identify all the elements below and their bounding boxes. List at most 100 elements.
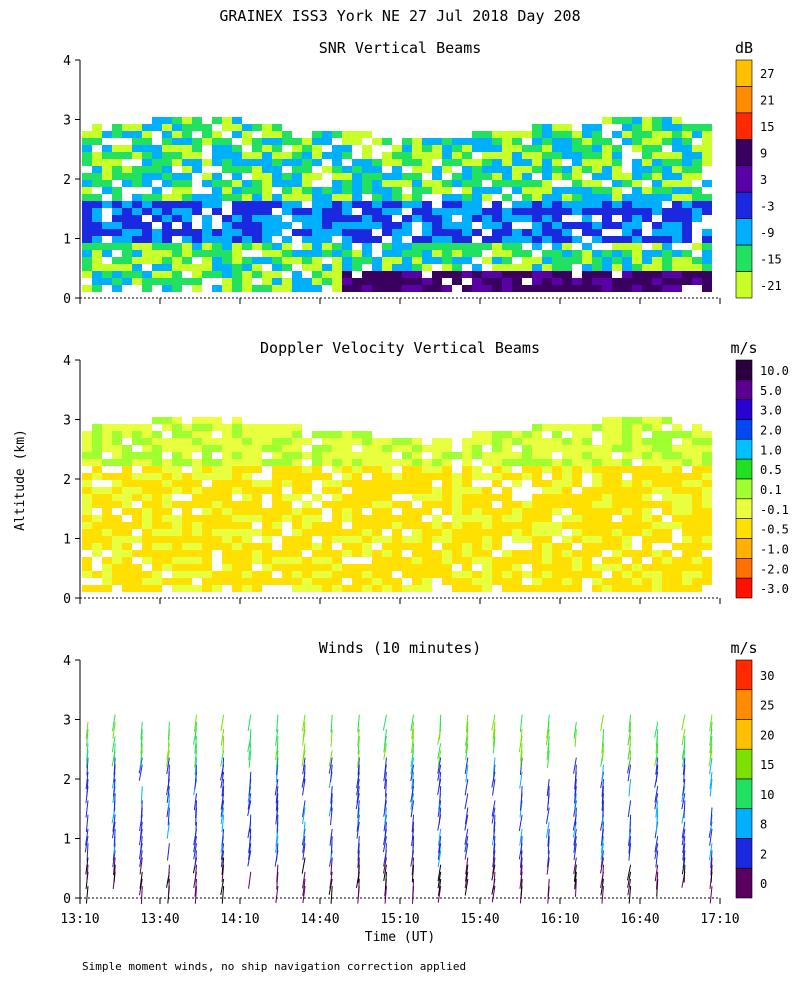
wind-barb bbox=[709, 743, 713, 761]
heatmap-cell bbox=[552, 501, 562, 508]
heatmap-cell bbox=[142, 222, 152, 229]
heatmap-cell bbox=[352, 264, 362, 271]
heatmap-cell bbox=[242, 243, 252, 250]
heatmap-cell bbox=[682, 473, 692, 480]
heatmap-cell bbox=[302, 515, 312, 522]
heatmap-cell bbox=[562, 257, 572, 264]
heatmap-cell bbox=[182, 459, 192, 466]
heatmap-cell bbox=[542, 459, 552, 466]
heatmap-cell bbox=[482, 536, 492, 543]
heatmap-cell bbox=[612, 222, 622, 229]
heatmap-cell bbox=[312, 508, 322, 515]
heatmap-cell bbox=[642, 515, 652, 522]
heatmap-cell bbox=[302, 173, 312, 180]
heatmap-cell bbox=[512, 459, 522, 466]
heatmap-cell bbox=[82, 145, 92, 152]
heatmap-cell bbox=[672, 194, 682, 201]
heatmap-cell bbox=[332, 459, 342, 466]
heatmap-cell bbox=[122, 508, 132, 515]
heatmap-cell bbox=[122, 243, 132, 250]
wind-barb bbox=[600, 714, 604, 731]
heatmap-cell bbox=[92, 571, 102, 578]
heatmap-cell bbox=[452, 257, 462, 264]
heatmap-cell bbox=[562, 264, 572, 271]
colorbar-swatch bbox=[735, 59, 753, 87]
heatmap-cell bbox=[602, 487, 612, 494]
colorbar-label: 2 bbox=[760, 847, 767, 861]
heatmap-cell bbox=[322, 564, 332, 571]
heatmap-cell bbox=[82, 438, 92, 445]
x-tick-label: 14:10 bbox=[220, 912, 259, 927]
heatmap-cell bbox=[322, 187, 332, 194]
heatmap-cell bbox=[632, 229, 642, 236]
heatmap-cell bbox=[652, 564, 662, 571]
heatmap-cell bbox=[312, 522, 322, 529]
heatmap-cell bbox=[572, 145, 582, 152]
heatmap-cell bbox=[632, 201, 642, 208]
heatmap-cell bbox=[512, 145, 522, 152]
wind-barb bbox=[357, 857, 360, 876]
heatmap-cell bbox=[472, 264, 482, 271]
heatmap-cell bbox=[352, 571, 362, 578]
heatmap-cell bbox=[622, 480, 632, 487]
wind-barb bbox=[573, 721, 577, 739]
heatmap-cell bbox=[702, 236, 712, 243]
heatmap-cell bbox=[682, 152, 692, 159]
heatmap-cell bbox=[532, 152, 542, 159]
heatmap-cell bbox=[512, 501, 522, 508]
heatmap-cell bbox=[652, 229, 662, 236]
wind-barb bbox=[275, 728, 279, 746]
heatmap-cell bbox=[512, 564, 522, 571]
heatmap-cell bbox=[322, 459, 332, 466]
wind-barb bbox=[654, 721, 659, 738]
heatmap-cell bbox=[232, 271, 242, 278]
heatmap-cell bbox=[332, 550, 342, 557]
heatmap-cell bbox=[402, 445, 412, 452]
wind-barb bbox=[682, 778, 686, 796]
heatmap-cell bbox=[162, 257, 172, 264]
heatmap-cell bbox=[422, 215, 432, 222]
heatmap-cell bbox=[392, 543, 402, 550]
heatmap-cell bbox=[642, 494, 652, 501]
heatmap-cell bbox=[282, 452, 292, 459]
heatmap-cell bbox=[372, 222, 382, 229]
heatmap-cell bbox=[372, 564, 382, 571]
heatmap-cell bbox=[192, 201, 202, 208]
heatmap-cell bbox=[122, 424, 132, 431]
heatmap-cell bbox=[492, 278, 502, 285]
heatmap-cell bbox=[452, 222, 462, 229]
heatmap-cell bbox=[312, 236, 322, 243]
heatmap-cell bbox=[442, 159, 452, 166]
heatmap-cell bbox=[322, 222, 332, 229]
heatmap-cell bbox=[462, 173, 472, 180]
heatmap-cell bbox=[442, 180, 452, 187]
heatmap-cell bbox=[132, 271, 142, 278]
wind-barb bbox=[437, 864, 442, 882]
colorbar-label: -9 bbox=[760, 226, 774, 240]
heatmap-cell bbox=[652, 431, 662, 438]
heatmap-cell bbox=[482, 487, 492, 494]
heatmap-cell bbox=[502, 257, 512, 264]
heatmap-cell bbox=[642, 480, 652, 487]
heatmap-cell bbox=[432, 236, 442, 243]
heatmap-cell bbox=[622, 515, 632, 522]
heatmap-cell bbox=[142, 271, 152, 278]
heatmap-cell bbox=[492, 173, 502, 180]
heatmap-cell bbox=[302, 257, 312, 264]
heatmap-cell bbox=[192, 159, 202, 166]
heatmap-cell bbox=[402, 138, 412, 145]
heatmap-cell bbox=[532, 459, 542, 466]
heatmap-cell bbox=[552, 257, 562, 264]
wind-barb bbox=[221, 757, 225, 776]
heatmap-cell bbox=[462, 145, 472, 152]
heatmap-cell bbox=[202, 159, 212, 166]
heatmap-cell bbox=[382, 173, 392, 180]
heatmap-cell bbox=[402, 557, 412, 564]
heatmap-cell bbox=[442, 264, 452, 271]
heatmap-cell bbox=[542, 215, 552, 222]
heatmap-cell bbox=[542, 438, 552, 445]
heatmap-cell bbox=[562, 438, 572, 445]
heatmap-cell bbox=[202, 229, 212, 236]
heatmap-cell bbox=[342, 194, 352, 201]
heatmap-cell bbox=[592, 424, 602, 431]
